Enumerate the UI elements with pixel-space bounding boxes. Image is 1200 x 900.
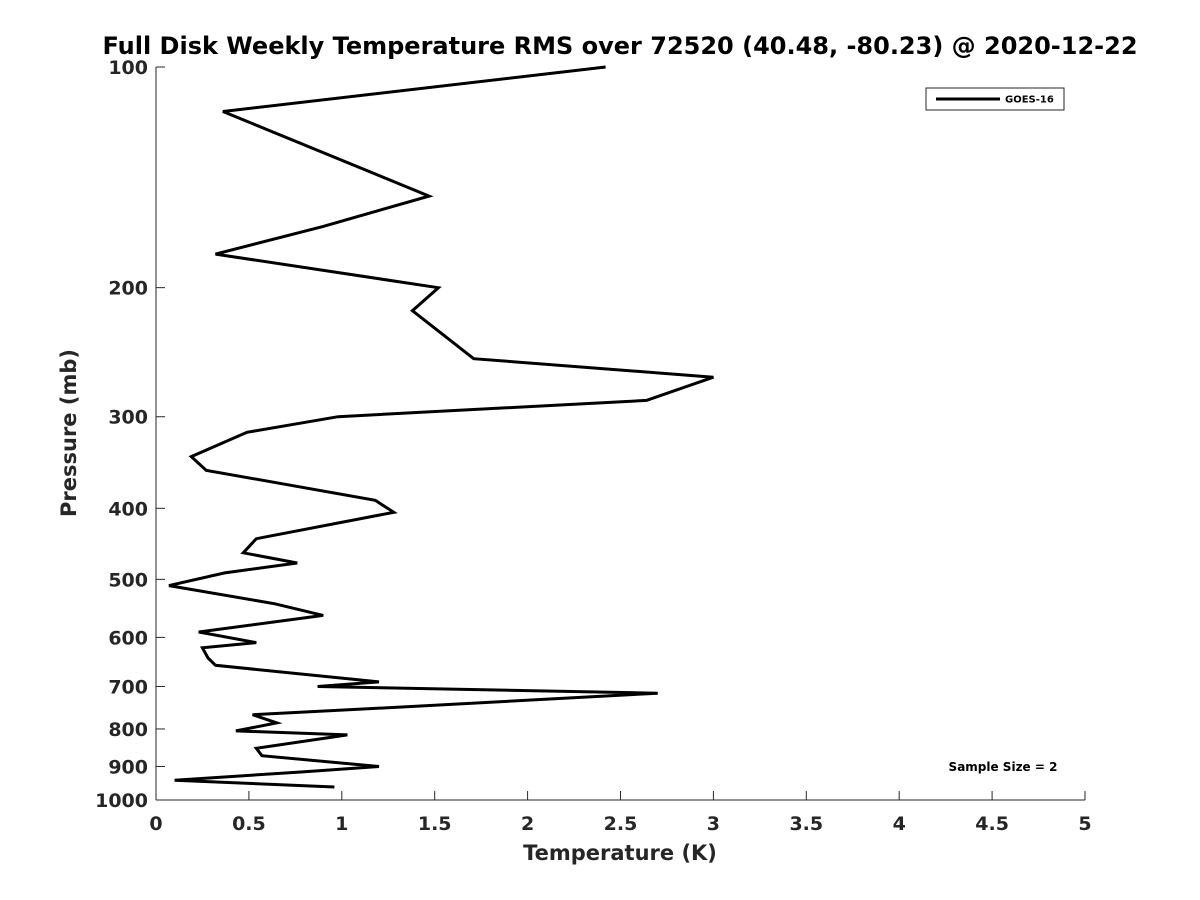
x-tick-label: 0.5 <box>232 813 266 835</box>
y-tick-label: 400 <box>108 498 148 520</box>
x-axis-ticks: 0 0.5 1 1.5 2 2.5 3 3.5 4 4.5 5 <box>149 791 1092 835</box>
y-tick-label: 600 <box>108 627 148 649</box>
x-tick-label: 2.5 <box>604 813 638 835</box>
legend-label-goes-16: GOES-16 <box>1005 95 1054 106</box>
x-tick-label: 1.5 <box>418 813 452 835</box>
y-tick-label: 800 <box>108 719 148 741</box>
x-tick-label: 3.5 <box>789 813 823 835</box>
y-axis-ticks: 100 200 300 400 500 600 700 800 900 1000 <box>95 57 165 812</box>
x-tick-label: 0 <box>149 813 162 835</box>
y-tick-label: 1000 <box>95 790 148 812</box>
legend: GOES-16 <box>925 87 1065 111</box>
x-tick-label: 4 <box>893 813 906 835</box>
x-tick-label: 5 <box>1078 813 1091 835</box>
chart-title: Full Disk Weekly Temperature RMS over 72… <box>102 32 1137 60</box>
y-tick-label: 900 <box>108 756 148 778</box>
x-axis-label: Temperature (K) <box>523 841 717 865</box>
sample-size-annotation: Sample Size = 2 <box>949 760 1058 774</box>
series-line-goes-16 <box>168 65 714 789</box>
series-layer <box>168 65 714 789</box>
y-tick-label: 300 <box>108 407 148 429</box>
x-tick-label: 1 <box>335 813 348 835</box>
x-tick-label: 3 <box>707 813 720 835</box>
y-tick-label: 500 <box>108 569 148 591</box>
x-tick-label: 4.5 <box>975 813 1009 835</box>
y-tick-label: 100 <box>108 57 148 79</box>
y-axis-label: Pressure (mb) <box>57 349 81 517</box>
y-tick-label: 200 <box>108 278 148 300</box>
x-tick-label: 2 <box>521 813 534 835</box>
y-tick-label: 700 <box>108 676 148 698</box>
